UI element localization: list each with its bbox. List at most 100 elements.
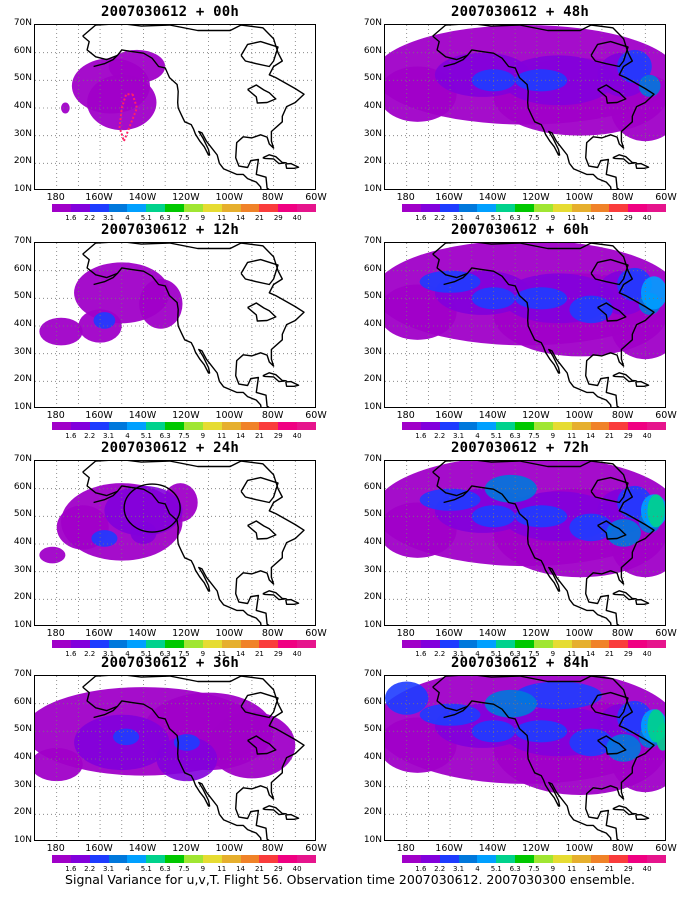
longitude-label: 80W — [261, 410, 284, 421]
colorbar-label: 6.3 — [159, 650, 171, 658]
colorbar-swatch — [439, 422, 459, 430]
colorbar-label: 9 — [550, 650, 556, 658]
longitude-label: 100W — [565, 192, 593, 203]
latitude-label: 60N — [363, 481, 382, 492]
latitude-label: 70N — [13, 454, 32, 464]
latitude-label: 50N — [13, 724, 32, 735]
longitude-label: 160W — [435, 628, 463, 639]
longitude-label: 140W — [478, 192, 507, 203]
longitude-label: 180 — [46, 192, 65, 203]
signal-field — [385, 461, 665, 578]
map-canvas — [35, 461, 315, 625]
colorbar — [52, 204, 317, 212]
longitude-label: 60W — [305, 192, 327, 203]
colorbar-label: 5.1 — [140, 214, 152, 222]
map-area — [34, 460, 316, 626]
colorbar-label: 1.6 — [65, 432, 77, 440]
map-canvas — [35, 243, 315, 407]
colorbar-label: 1.6 — [65, 650, 77, 658]
coastlines — [82, 676, 305, 840]
longitude-label: 80W — [611, 410, 634, 421]
colorbar-swatch — [297, 640, 317, 648]
variance-contour — [130, 521, 157, 544]
colorbar-label: 3.1 — [452, 432, 465, 440]
colorbar-swatch — [146, 855, 166, 863]
variance-contour — [39, 546, 66, 564]
colorbar — [402, 204, 667, 212]
variance-contour — [104, 485, 183, 536]
colorbar-label: 1.6 — [415, 432, 427, 440]
latitude-label: 20N — [363, 592, 382, 603]
longitude-label: 180 — [396, 410, 415, 421]
colorbar — [402, 855, 667, 863]
longitude-label: 160W — [435, 410, 463, 421]
longitude-label: 100W — [565, 410, 593, 421]
colorbar-swatch — [458, 640, 478, 648]
colorbar-swatch — [609, 640, 629, 648]
longitude-label: 160W — [435, 843, 463, 854]
colorbar-label: 6.3 — [159, 865, 171, 873]
colorbar-label: 2.2 — [84, 214, 96, 222]
latitude-label: 50N — [363, 724, 382, 735]
colorbar-swatch — [496, 204, 516, 212]
colorbar-label: 3.1 — [102, 650, 115, 658]
colorbar-swatch — [590, 855, 610, 863]
colorbar-label: 6.3 — [159, 432, 171, 440]
colorbar-swatch — [534, 422, 553, 430]
longitude-label: 180 — [46, 410, 65, 421]
colorbar-swatch — [515, 204, 535, 212]
variance-contour — [39, 317, 83, 346]
colorbar-swatch — [552, 640, 572, 648]
colorbar-swatch — [609, 855, 629, 863]
colorbar-swatch — [52, 855, 71, 863]
colorbar-swatch — [477, 422, 497, 430]
variance-contour — [113, 728, 140, 746]
variance-contour — [156, 736, 218, 782]
map-panel: 2007030612 + 36h 70N 60N 50N 40N 30N 20N 10N 180… — [0, 655, 340, 873]
colorbar-swatch — [496, 422, 516, 430]
colorbar-swatch — [552, 204, 572, 212]
colorbar-swatch — [647, 640, 667, 648]
longitude-label: 160W — [85, 628, 113, 639]
variance-contour — [569, 728, 613, 757]
colorbar-swatch — [477, 855, 497, 863]
latitude-label: 70N — [13, 669, 32, 679]
variance-contour — [419, 703, 481, 726]
longitude-label: 100W — [215, 410, 243, 421]
colorbar-label: 7.5 — [528, 214, 540, 222]
colorbar-label: 14 — [586, 432, 596, 440]
colorbar — [402, 422, 667, 430]
colorbar-swatch — [165, 204, 185, 212]
colorbar-label: 29 — [623, 865, 633, 873]
colorbar-label: 1.6 — [65, 214, 77, 222]
colorbar-label: 2.2 — [434, 650, 446, 658]
colorbar-label: 9 — [200, 214, 206, 222]
colorbar-label: 5.1 — [490, 865, 502, 873]
colorbar-label: 40 — [642, 650, 652, 658]
colorbar-label: 21 — [254, 865, 264, 873]
colorbar-swatch — [165, 422, 185, 430]
colorbar-swatch — [89, 204, 109, 212]
latitude-label: 40N — [363, 101, 382, 111]
longitude-label: 120W — [172, 192, 200, 203]
colorbar-swatch — [259, 422, 279, 430]
longitude-label: 140W — [128, 192, 157, 203]
colorbar-label: 3.1 — [452, 214, 465, 222]
longitude-label: 60W — [655, 843, 677, 854]
longitude-label: 120W — [522, 628, 550, 639]
colorbar-swatch — [496, 640, 516, 648]
longitude-label: 100W — [565, 628, 593, 639]
colorbar-label: 5.1 — [490, 650, 502, 658]
panel-title: 2007030612 + 84h — [450, 655, 590, 671]
colorbar-swatch — [221, 855, 241, 863]
colorbar-swatch — [221, 422, 241, 430]
colorbar-label: 4 — [125, 432, 130, 440]
colorbar-swatch — [534, 640, 553, 648]
colorbar-swatch — [259, 640, 279, 648]
colorbar-label: 29 — [273, 432, 283, 440]
longitude-label: 180 — [46, 843, 65, 854]
latitude-label: 40N — [13, 101, 32, 111]
colorbar-swatch — [184, 422, 203, 430]
longitude-label: 120W — [172, 628, 200, 639]
colorbar-label: 5.1 — [140, 865, 152, 873]
